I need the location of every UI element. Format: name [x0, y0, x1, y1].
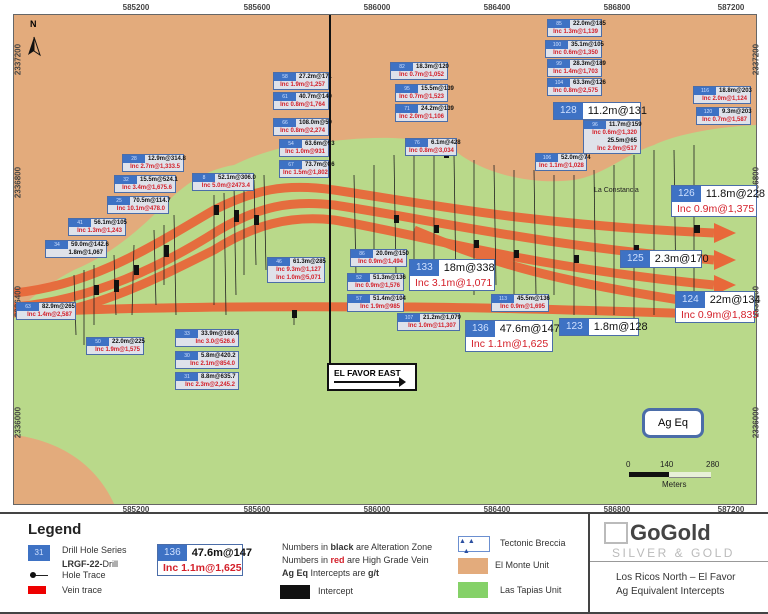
- intercept-label[interactable]: 66 108.0m@59 Inc 0.8m@2,274: [273, 118, 332, 136]
- ag-eq-badge: Ag Eq: [642, 408, 704, 438]
- intercept-label-large[interactable]: 124 22m@134 Inc 0.9m@1,835: [675, 291, 761, 323]
- intercept-label[interactable]: 50 22.0m@225 Inc 1.9m@1,575: [86, 337, 145, 355]
- intercept-label[interactable]: 61 40.7m@140 Inc 0.8m@1,764: [273, 92, 332, 110]
- intercept-label-large[interactable]: 126 11.8m@228 Inc 0.9m@1,375: [671, 185, 765, 217]
- intercept-label[interactable]: 8 52.1m@306.0 Inc 5.0m@2473.4: [192, 173, 256, 191]
- intercept-label-large[interactable]: 125 2.3m@170: [620, 250, 709, 268]
- x-tick: 587200: [717, 3, 745, 12]
- x-tick: 585600: [243, 505, 271, 514]
- intercept-label-large[interactable]: 123 1.8m@128: [559, 318, 648, 336]
- intercept-label[interactable]: 107 21.2m@1,079 Inc 1.0m@11,307: [397, 313, 461, 331]
- legend-example-label: 136 47.6m@147 Inc 1.1m@1,625: [157, 544, 252, 576]
- intercept-label[interactable]: 99 28.3m@189 Inc 1.4m@1,703: [547, 59, 606, 77]
- map-title-line1: Los Ricos North – El Favor: [616, 572, 736, 583]
- intercept-label[interactable]: 30 5.8m@420.2 Inc 2.1m@854.0: [175, 351, 239, 369]
- x-tick: 586800: [603, 3, 631, 12]
- intercept-label[interactable]: 113 45.5m@136 Inc 0.9m@1,695: [491, 294, 550, 312]
- x-tick: 585600: [243, 3, 271, 12]
- x-tick: 586400: [483, 505, 511, 514]
- vein-trace-swatch: [28, 586, 46, 594]
- intercept-label[interactable]: 85 22.0m@185 Inc 1.3m@1,139: [547, 19, 606, 37]
- intercept-label[interactable]: 34 59.0m@142.6 1.8m@1,067: [45, 240, 109, 258]
- x-tick: 586000: [363, 505, 391, 514]
- intercept-label[interactable]: 33 33.9m@160.4 Inc 3.0@526.6: [175, 329, 239, 347]
- map-title-line2: Ag Equivalent Intercepts: [616, 586, 725, 597]
- intercept-label-large[interactable]: 128 11.2m@131: [553, 102, 647, 120]
- legend-panel: Legend 31 Drill Hole Series LRGF-22-Dril…: [0, 512, 768, 614]
- intercept-swatch: [280, 585, 310, 599]
- x-tick: 585200: [122, 505, 150, 514]
- y-tick: 2336800: [13, 166, 23, 199]
- intercept-label[interactable]: 116 18.8m@203 Inc 2.0m@1,124: [693, 86, 752, 104]
- intercept-label[interactable]: 96 11.7m@159 Inc 0.6m@1,320 25.5m@65 Inc 2.0…: [583, 120, 642, 154]
- y-tick: 2337200: [751, 43, 761, 76]
- intercept-label[interactable]: 86 20.0m@150 Inc 0.9m@1,494: [350, 249, 409, 267]
- divider: [590, 561, 768, 562]
- tectonic-breccia-swatch: ▲ ▲ ▲: [458, 536, 490, 555]
- legend-title: Legend: [28, 521, 82, 538]
- y-tick: 2336000: [13, 406, 23, 439]
- intercept-label[interactable]: 54 63.6m@93 Inc 1.0m@931: [279, 139, 335, 157]
- brand-name: GoGold: [630, 520, 711, 545]
- intercept-label[interactable]: 106 52.0m@74 Inc 1.1m@1,028: [535, 153, 591, 171]
- intercept-label[interactable]: 41 56.1m@105 Inc 1.3m@1,243: [68, 218, 127, 236]
- intercept-label[interactable]: 76 6.1m@428 Inc 0.8m@3,034: [405, 138, 461, 156]
- place-label: La Constancia: [594, 187, 639, 194]
- intercept-label[interactable]: 100 35.1m@105 Inc 0.6m@1,350: [545, 40, 604, 58]
- scale-bar: 0 140 280 Meters: [626, 460, 720, 489]
- x-tick: 586000: [363, 3, 391, 12]
- geology-map: [14, 15, 756, 504]
- intercept-label[interactable]: 25 70.5m@114.7 Inc 10.1m@478.0: [107, 196, 171, 214]
- section-label-el-favor-east: EL FAVOR EAST: [327, 363, 417, 391]
- x-tick: 586800: [603, 505, 631, 514]
- title-block: GoGold SILVER & GOLD Los Ricos North – E…: [588, 514, 768, 612]
- y-tick: 2336000: [751, 406, 761, 439]
- intercept-label[interactable]: 82 18.3m@120 Inc 0.7m@1,052: [390, 62, 449, 80]
- el-monte-swatch: [458, 558, 488, 574]
- intercept-label[interactable]: 52 51.3m@136 Inc 0.9m@1,576: [347, 273, 406, 291]
- x-tick: 587200: [717, 505, 745, 514]
- intercept-label[interactable]: 32 15.5m@524.1 Inc 3.4m@1,675.6: [114, 175, 178, 193]
- intercept-label[interactable]: 71 24.2m@139 Inc 2.0m@1,106: [395, 104, 454, 122]
- intercept-label-large[interactable]: 133 18m@338 Inc 3.1m@1,071: [409, 259, 495, 291]
- intercept-label[interactable]: 104 63.3m@126 Inc 0.8m@2,575: [547, 78, 606, 96]
- intercept-label[interactable]: 31 8.8m@635.7 Inc 2.3m@2,245.2: [175, 372, 239, 390]
- y-tick: 2337200: [13, 43, 23, 76]
- intercept-label-large[interactable]: 136 47.6m@147 Inc 1.1m@1,625: [465, 320, 560, 352]
- intercept-label[interactable]: 120 9.3m@203 Inc 0.7m@1,587: [696, 107, 752, 125]
- brand-tagline: SILVER & GOLD: [612, 546, 735, 560]
- intercept-label[interactable]: 28 12.9m@314.8 Inc 2.7m@1,333.5: [122, 154, 186, 172]
- drill-series-swatch: 31: [28, 545, 50, 561]
- intercept-label[interactable]: 95 15.5m@139 Inc 0.7m@1,523: [395, 84, 454, 102]
- hole-trace-icon: [30, 572, 48, 578]
- intercept-label[interactable]: 46 61.3m@285 Inc 9.3m@1,127 Inc 1.0m@5,071: [267, 257, 326, 283]
- intercept-label[interactable]: 58 27.2m@171 Inc 1.9m@1,257: [273, 72, 332, 90]
- arrow-right-icon: [334, 377, 406, 387]
- north-label: N: [30, 19, 37, 29]
- las-tapias-swatch: [458, 582, 488, 598]
- gogold-logo-icon: [604, 522, 628, 544]
- intercept-label[interactable]: 67 73.7m@86 Inc 1.5m@1,802: [279, 160, 335, 178]
- intercept-label[interactable]: 57 51.4m@104 Inc 1.9m@985: [347, 294, 406, 312]
- intercept-label[interactable]: 63 82.9m@265 Inc 1.4m@2,587: [16, 302, 76, 320]
- x-tick: 586400: [483, 3, 511, 12]
- x-tick: 585200: [122, 3, 150, 12]
